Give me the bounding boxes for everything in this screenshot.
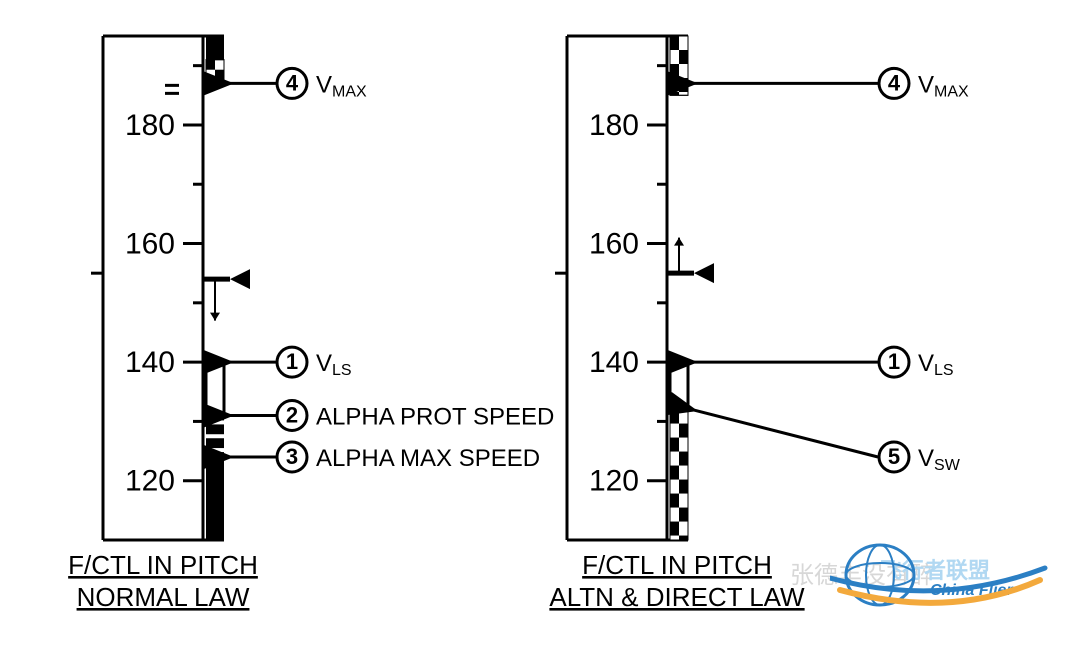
- tick-label: 140: [589, 346, 639, 379]
- callout-label: VMAX: [918, 71, 969, 100]
- tick-label: 180: [589, 109, 639, 142]
- speed-bug: [694, 263, 714, 283]
- trend-arrow-head: [210, 313, 220, 321]
- callout-label: ALPHA PROT SPEED: [316, 403, 554, 430]
- panel-caption-line1: F/CTL IN PITCH: [68, 550, 258, 580]
- callout-number: 5: [888, 444, 900, 469]
- tape-segment-solid: [206, 36, 224, 60]
- callout-number: 1: [286, 349, 298, 374]
- tape-segment-checker: [206, 60, 224, 84]
- trend-arrow-head: [674, 238, 684, 246]
- tape-segment-outline: [670, 362, 688, 409]
- diagram-canvas: 1201401601804VMAX1VLS2ALPHA PROT SPEED3A…: [0, 0, 1080, 649]
- tape-segment-solid: [206, 457, 224, 540]
- panel-caption-line2: NORMAL LAW: [77, 582, 250, 612]
- callout-number: 1: [888, 349, 900, 374]
- panel-caption-line2: ALTN & DIRECT LAW: [549, 582, 805, 612]
- tick-label: 120: [589, 465, 639, 498]
- callout-label: VSW: [918, 445, 961, 474]
- panel-caption-line1: F/CTL IN PITCH: [582, 550, 772, 580]
- callout-arrow: [692, 410, 878, 457]
- tick-label: 160: [589, 228, 639, 261]
- speed-tape-panel: 120 140 160 180 4 VMAX 1 VLS 2 ALPHA PROT SPEED 3A…: [68, 36, 554, 612]
- callout-label: ALPHA MAX SPEED: [316, 445, 540, 472]
- speed-tape-panel: 120 140 160 180 4 VMAX 1 VLS 5 VSW F/CTL IN PITCHA…: [549, 36, 969, 612]
- callout-label: VLS: [918, 350, 954, 379]
- callout-label: VLS: [316, 350, 352, 379]
- callout-number: 3: [286, 444, 298, 469]
- tick-label: 140: [125, 346, 175, 379]
- callout-number: 4: [286, 70, 299, 95]
- tick-label: 160: [125, 228, 175, 261]
- tick-label: 180: [125, 109, 175, 142]
- tick-label: 120: [125, 465, 175, 498]
- callout-label: VMAX: [316, 71, 367, 100]
- callout-number: 4: [888, 70, 901, 95]
- tape-segment-outline: [206, 362, 224, 415]
- callout-number: 2: [286, 402, 298, 427]
- speed-bug: [230, 269, 250, 289]
